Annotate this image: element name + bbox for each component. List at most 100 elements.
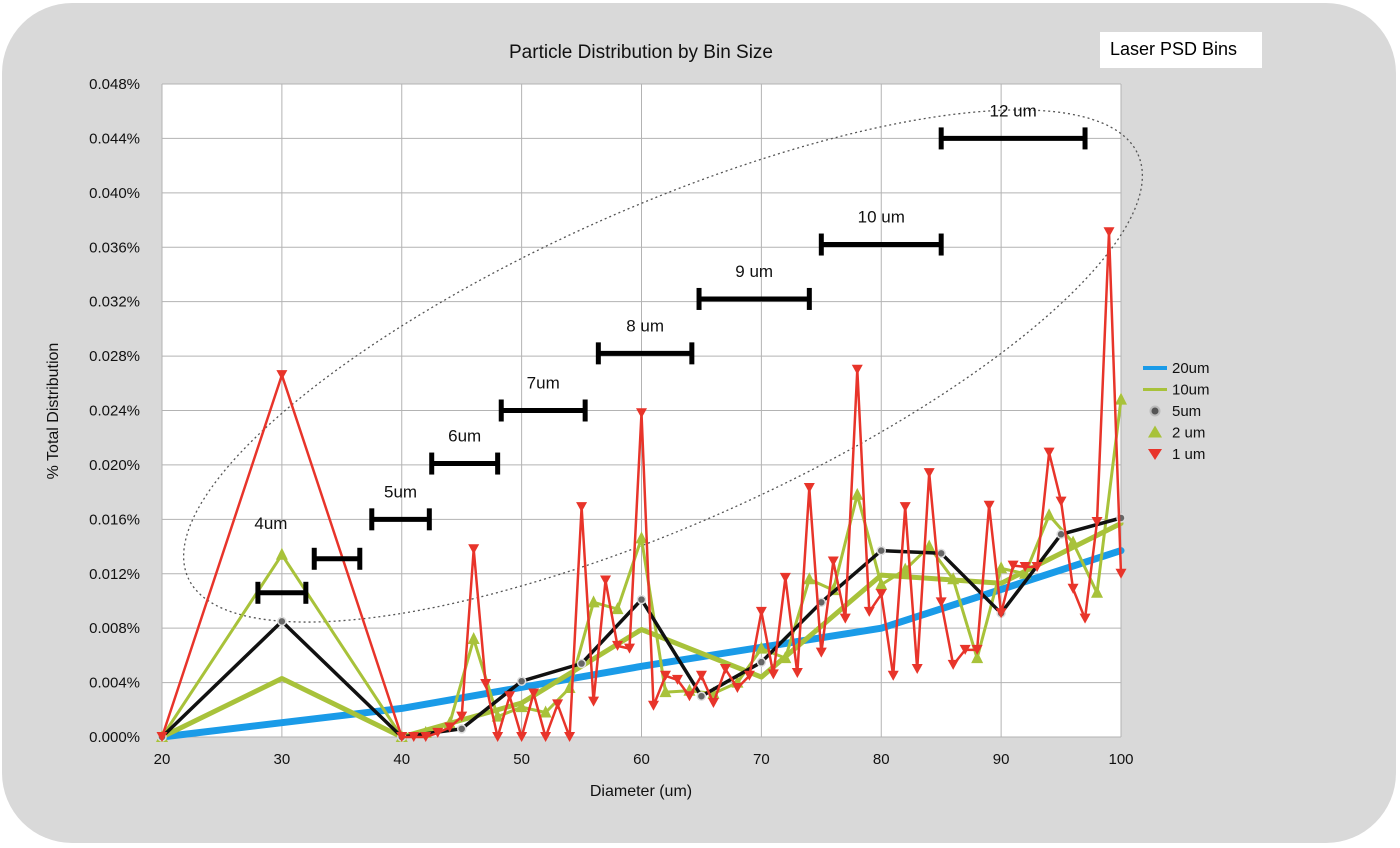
data-point-1um — [528, 688, 540, 699]
data-point-1um — [995, 608, 1007, 619]
data-point-1um — [396, 732, 408, 742]
y-tick-label: 0.028% — [89, 348, 140, 365]
data-point-2um — [875, 577, 888, 590]
data-point-1um — [480, 678, 492, 689]
data-point-2um — [1067, 535, 1080, 548]
data-point-1um — [683, 691, 695, 702]
bin-bar: 9 um — [696, 262, 812, 310]
data-point-1um — [1043, 447, 1055, 458]
legend-label-5um: 5um — [1172, 403, 1201, 420]
data-point-1um — [671, 674, 683, 685]
data-point-1um — [863, 606, 875, 617]
data-point-1um — [647, 700, 659, 711]
data-point-1um — [156, 732, 168, 742]
data-point-1um — [636, 408, 647, 419]
data-point-1um — [1019, 561, 1031, 572]
data-point-1um — [420, 732, 432, 742]
data-point-2um — [995, 561, 1008, 574]
data-point-1um — [791, 668, 803, 679]
data-point-2um — [947, 572, 960, 585]
y-tick-label: 0.004% — [89, 675, 140, 692]
data-point-5um — [456, 724, 467, 734]
y-tick-label: 0.000% — [89, 729, 140, 746]
bin-label: 8 um — [626, 316, 664, 335]
y-tick-label: 0.008% — [89, 620, 140, 637]
data-point-5um — [936, 548, 946, 559]
legend-swatch-2um — [1148, 425, 1162, 438]
data-point-2um — [275, 547, 288, 560]
data-point-1um — [659, 670, 671, 681]
legend-item-5um: 5um — [1149, 403, 1201, 420]
data-point-1um — [851, 364, 863, 375]
laser-psd-bins-label: Laser PSD Bins — [1110, 39, 1238, 59]
data-point-2um — [587, 595, 600, 608]
data-point-2um — [1115, 392, 1127, 405]
data-point-1um — [839, 613, 851, 624]
data-point-1um — [971, 644, 983, 655]
data-point-1um — [779, 572, 791, 583]
data-point-1um — [1031, 561, 1043, 572]
data-point-1um — [899, 502, 911, 513]
data-series — [156, 227, 1127, 742]
bin-bar: 6um — [429, 427, 501, 475]
y-tick-label: 0.032% — [89, 294, 140, 311]
data-point-2um — [899, 562, 912, 575]
y-tick-label: 0.012% — [89, 566, 140, 583]
y-tick-label: 0.044% — [89, 130, 140, 147]
data-point-1um — [875, 589, 887, 600]
bin-label: 10 um — [858, 208, 905, 227]
data-point-1um — [540, 732, 552, 742]
data-point-1um — [1103, 227, 1115, 238]
data-point-1um — [468, 544, 480, 555]
data-point-1um — [516, 732, 528, 742]
y-tick-label: 0.040% — [89, 185, 140, 202]
bin-label: 6um — [448, 427, 481, 446]
series-line-10um — [159, 520, 1124, 740]
data-point-1um — [564, 732, 576, 742]
x-tick-label: 50 — [513, 751, 530, 768]
data-point-1um — [1055, 496, 1067, 507]
x-tick-label: 40 — [393, 751, 410, 768]
data-point-1um — [456, 711, 468, 722]
data-point-1um — [935, 597, 947, 608]
bin-label: 9 um — [735, 262, 773, 281]
data-point-1um — [719, 663, 731, 674]
bin-bar — [311, 547, 363, 570]
y-tick-label: 0.024% — [89, 403, 140, 420]
data-point-1um — [504, 691, 516, 702]
data-point-2um — [467, 632, 480, 645]
y-tick-label: 0.020% — [89, 457, 140, 474]
data-point-5um — [636, 594, 647, 605]
x-tick-label: 60 — [633, 751, 650, 768]
data-point-1um — [983, 500, 995, 511]
bin-bar: 5um — [369, 482, 432, 531]
data-point-1um — [923, 468, 935, 479]
y-tick-label: 0.036% — [89, 239, 140, 256]
data-point-2um — [971, 651, 984, 664]
data-point-2um — [611, 602, 624, 615]
data-point-1um — [815, 647, 827, 658]
bin-label: 12 um — [989, 101, 1036, 120]
data-point-1um — [588, 696, 600, 707]
data-point-5um — [696, 691, 707, 701]
data-point-1um — [695, 670, 707, 681]
data-point-2um — [803, 572, 816, 585]
data-point-2um — [515, 700, 528, 713]
data-point-5um — [576, 658, 587, 669]
legend-swatch-1um — [1148, 449, 1162, 460]
legend-label-20um: 20um — [1172, 360, 1210, 377]
data-point-1um — [576, 502, 588, 513]
data-point-1um — [276, 370, 288, 381]
chart-title: Particle Distribution by Bin Size — [509, 42, 773, 63]
x-tick-label: 100 — [1108, 751, 1133, 768]
series-2um — [156, 392, 1127, 742]
data-point-5um — [876, 545, 886, 556]
data-point-2um — [635, 531, 648, 544]
data-point-2um — [1043, 508, 1056, 521]
series-1um — [156, 227, 1127, 742]
x-axis-label: Diameter (um) — [590, 783, 692, 800]
data-point-1um — [1067, 583, 1079, 594]
data-point-1um — [947, 659, 959, 670]
data-point-2um — [659, 685, 672, 698]
